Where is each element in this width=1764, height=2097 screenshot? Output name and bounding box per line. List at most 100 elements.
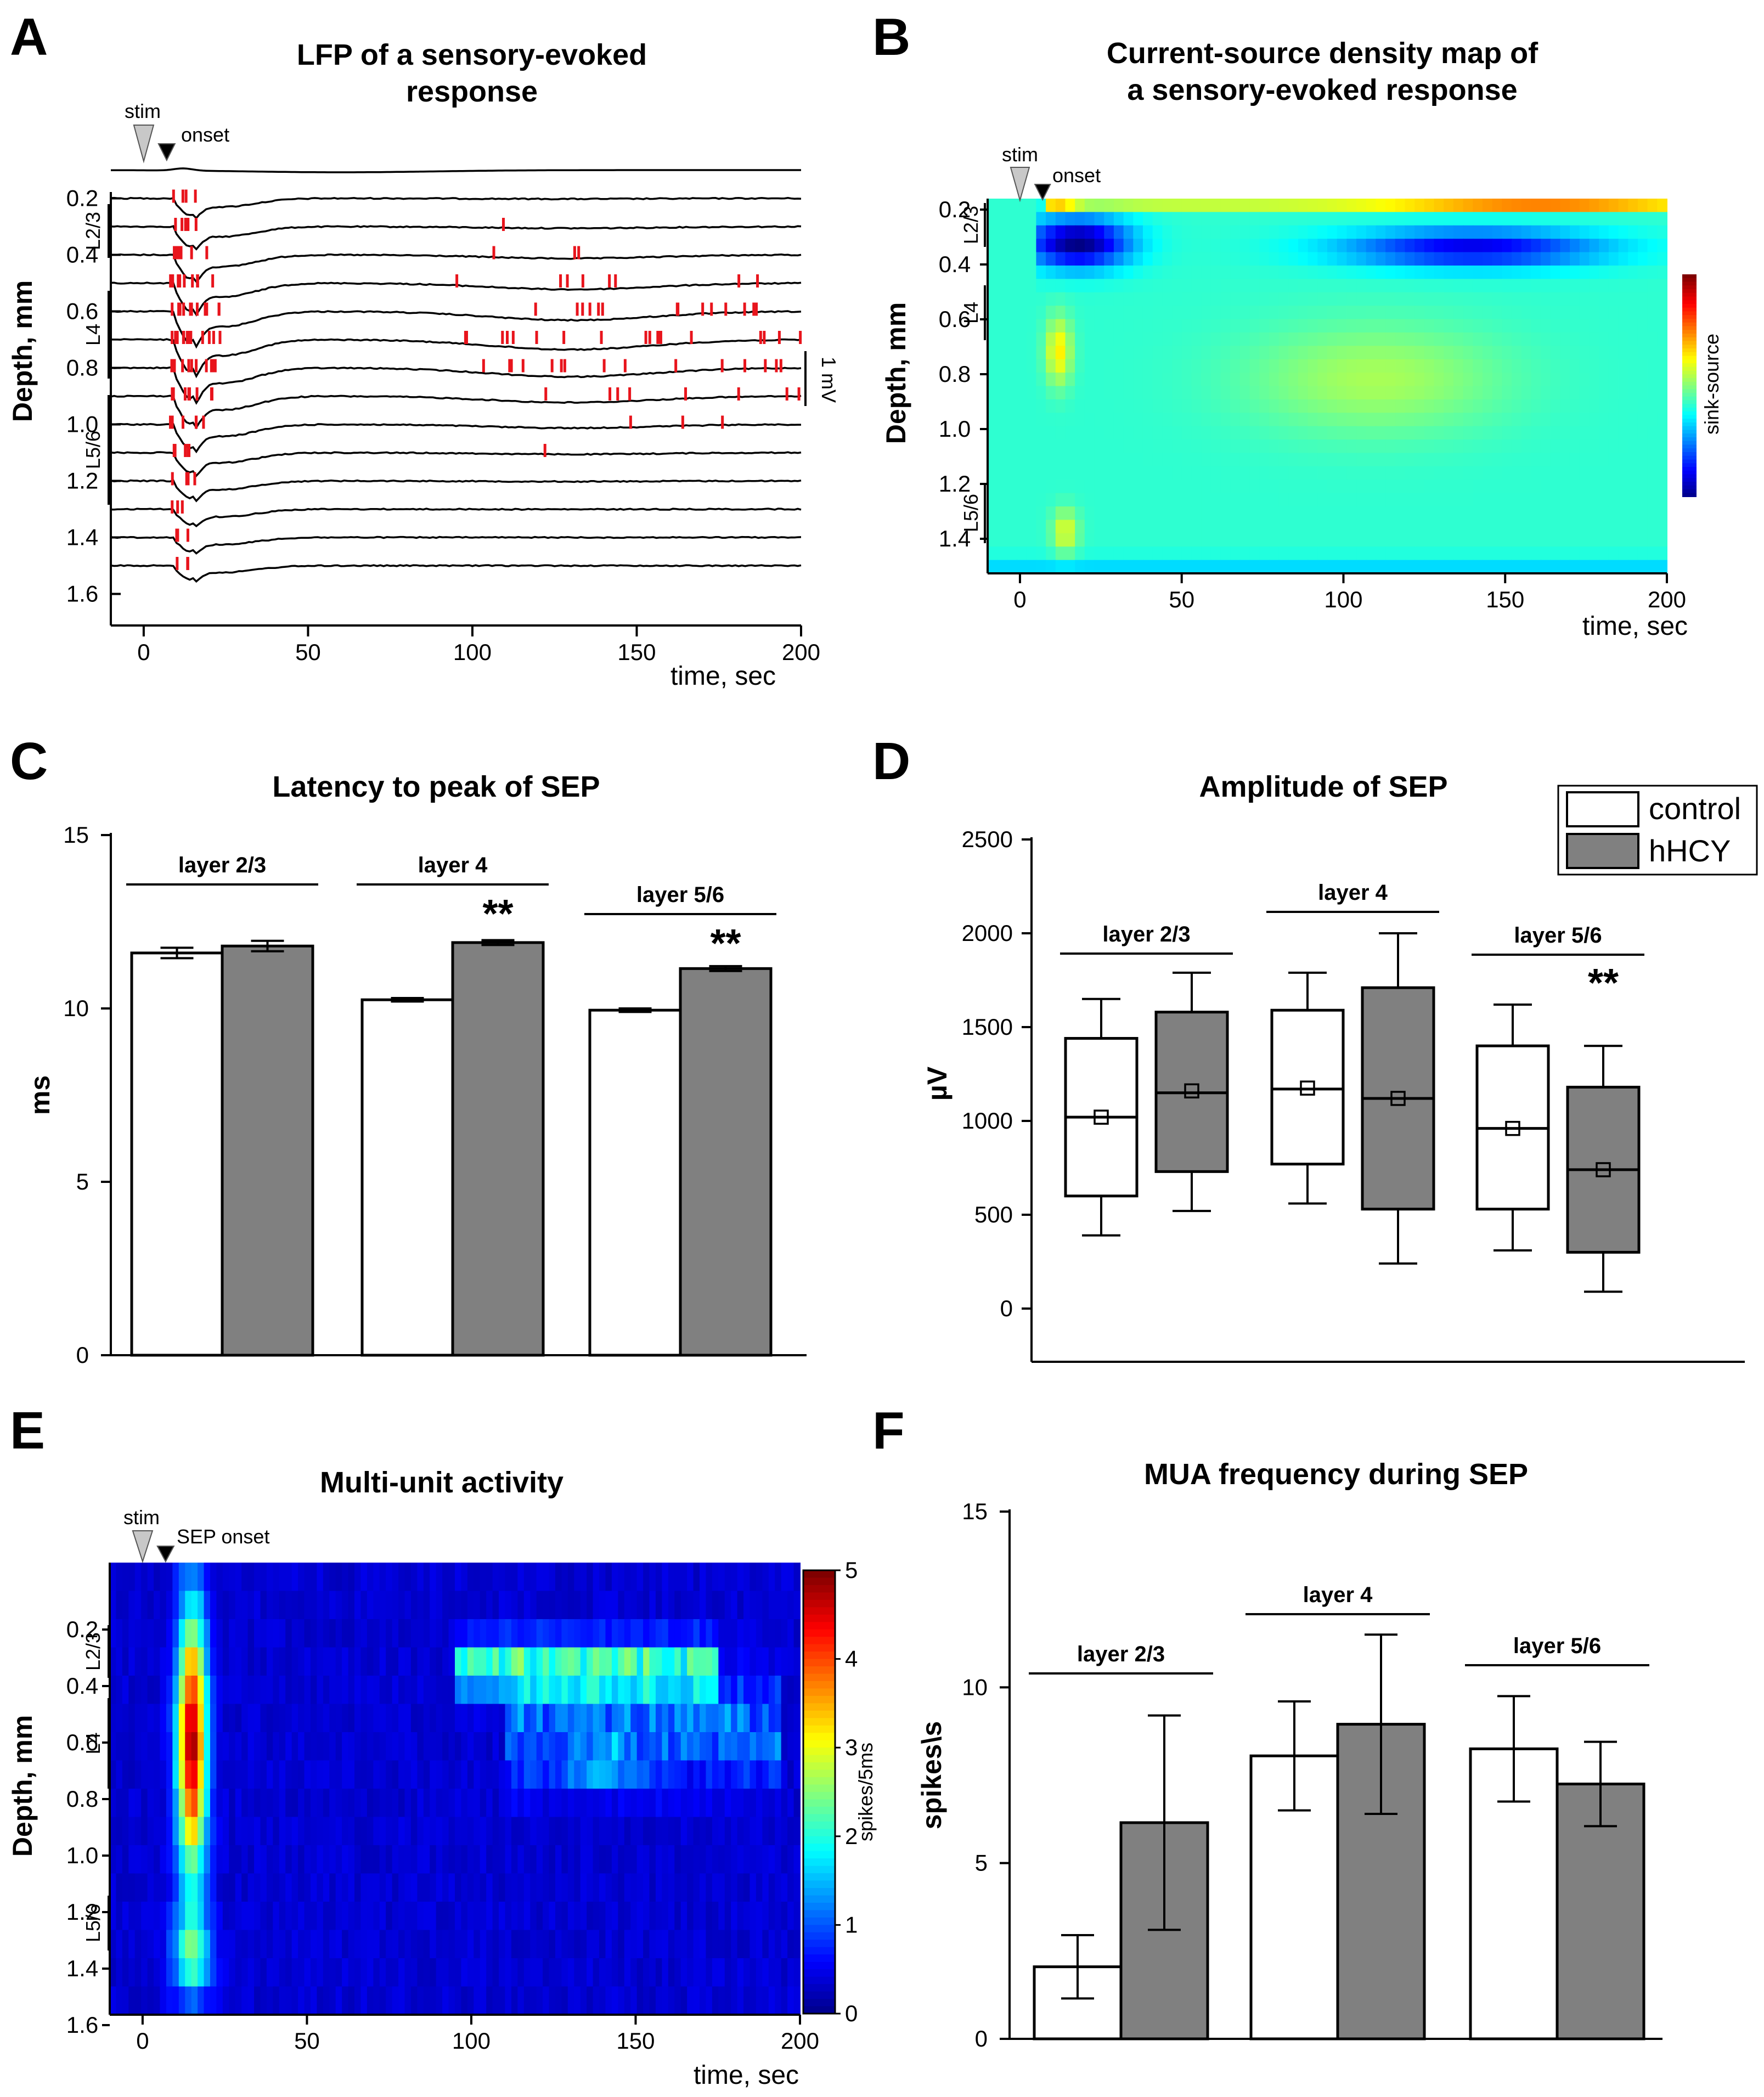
panel-e-heat-cell xyxy=(700,1647,707,1676)
panel-e-heat-cell xyxy=(680,1704,688,1733)
panel-e-heat-cell xyxy=(229,1704,236,1733)
panel-d-mean-marker xyxy=(1300,1080,1315,1096)
panel-e-heat-cell xyxy=(379,1817,387,1846)
panel-b-heat-cell xyxy=(1618,279,1629,293)
panel-b-heat-cell xyxy=(1230,466,1241,481)
panel-b-heat-cell xyxy=(1414,560,1425,574)
panel-b-heat-cell xyxy=(1259,265,1270,280)
panel-b-heat-cell xyxy=(1337,332,1348,347)
panel-e-heat-cell xyxy=(636,1647,644,1676)
panel-b-heat-cell xyxy=(1317,453,1328,467)
panel-e-heat-cell xyxy=(737,1732,745,1761)
panel-b-colorbar-step xyxy=(1682,322,1697,327)
panel-b-heat-cell xyxy=(1512,480,1522,494)
panel-b-heat-cell xyxy=(1084,493,1095,508)
panel-c-y-tick-label: 10 xyxy=(63,995,89,1021)
panel-b-heat-cell xyxy=(1502,346,1513,360)
panel-b-heat-cell xyxy=(997,359,1008,374)
panel-b-heat-cell xyxy=(1288,292,1299,307)
panel-e-heat-cell xyxy=(549,1789,556,1818)
panel-e-heat-cell xyxy=(122,1873,129,1902)
panel-e-heat-cell xyxy=(273,1845,280,1874)
panel-a-y-tick-label: 1.2 xyxy=(66,468,98,494)
panel-b-heat-cell xyxy=(1259,480,1270,494)
panel-b-heat-cell xyxy=(1618,439,1629,454)
panel-b-heat-cell xyxy=(1366,520,1377,534)
panel-e-layer-label: L4 xyxy=(82,1732,104,1754)
panel-e-heat-cell xyxy=(448,1563,455,1592)
panel-e-heat-cell xyxy=(787,1817,794,1846)
panel-e-heat-cell xyxy=(636,1591,644,1620)
panel-e-heat-cell xyxy=(222,1902,230,1931)
panel-b-heat-cell xyxy=(1123,453,1134,467)
panel-e-heat-cell xyxy=(743,1817,751,1846)
panel-b-heat-cell xyxy=(1201,413,1211,427)
panel-e-heat-cell xyxy=(116,1845,123,1874)
panel-e-heat-cell xyxy=(567,1986,575,2015)
panel-b-heat-cell xyxy=(1298,332,1309,347)
panel-b-heat-cell xyxy=(1191,439,1202,454)
panel-e-heat-cell xyxy=(668,1958,675,1987)
panel-b-heat-cell xyxy=(1017,413,1027,427)
panel-e-heat-cell xyxy=(392,1732,399,1761)
panel-e-heat-cell xyxy=(724,1619,732,1648)
panel-e-heat-cell xyxy=(649,1930,656,1959)
panel-e-colorbar-step xyxy=(803,1836,835,1845)
panel-b-heat-cell xyxy=(1541,399,1551,414)
panel-a-spike-tick xyxy=(176,500,179,514)
panel-e-heat-cell xyxy=(680,1902,688,1931)
panel-b-heat-cell xyxy=(1628,426,1638,441)
panel-b-heat-cell xyxy=(1036,306,1047,320)
panel-b-heat-cell xyxy=(1482,386,1493,400)
panel-e-heat-cell xyxy=(523,1647,531,1676)
panel-e-heat-cell xyxy=(247,1704,255,1733)
panel-b-heat-cell xyxy=(1123,373,1134,387)
panel-e-heat-cell xyxy=(354,1845,362,1874)
panel-e-heat-cell xyxy=(775,1986,782,2015)
panel-b-heat-cell xyxy=(1123,493,1134,508)
panel-e-heat-cell xyxy=(222,1619,230,1648)
panel-e-heat-cell xyxy=(298,1986,305,2015)
panel-b-heat-cell xyxy=(1172,225,1182,240)
panel-b-heat-cell xyxy=(1046,212,1056,226)
panel-b-heat-cell xyxy=(1599,520,1609,534)
panel-b-heat-cell xyxy=(1628,265,1638,280)
panel-e-heat-cell xyxy=(511,1591,519,1620)
panel-b-heat-cell xyxy=(1637,480,1648,494)
panel-b-heat-cell xyxy=(1492,533,1503,548)
panel-e-heat-cell xyxy=(492,1930,500,1959)
panel-b-heat-cell xyxy=(1512,506,1522,521)
panel-b-heat-cell xyxy=(1560,265,1571,280)
panel-e-heat-cell xyxy=(398,1817,405,1846)
panel-e-heat-cell xyxy=(291,1845,299,1874)
panel-b-heat-cell xyxy=(1521,265,1532,280)
panel-e-heat-cell xyxy=(304,1619,311,1648)
panel-b-heat-cell xyxy=(1637,225,1648,240)
panel-b-heat-cell xyxy=(1531,560,1542,574)
panel-b-heat-cell xyxy=(1376,560,1387,574)
panel-e-heat-cell xyxy=(423,1704,431,1733)
panel-e-heat-cell xyxy=(160,1930,167,1959)
panel-b-heat-cell xyxy=(997,520,1008,534)
panel-b-heat-cell xyxy=(1220,520,1231,534)
panel-e-heat-cell xyxy=(147,1986,155,2015)
panel-b-heat-cell xyxy=(1579,319,1590,333)
panel-b-heat-cell xyxy=(1599,426,1609,441)
panel-b-heat-cell xyxy=(1405,279,1416,293)
panel-b-heat-cell xyxy=(1133,346,1143,360)
panel-b-heat-cell xyxy=(1036,373,1047,387)
panel-b-heat-cell xyxy=(1628,225,1638,240)
panel-e-heat-cell xyxy=(298,1845,305,1874)
panel-e-heat-cell xyxy=(229,1986,236,2015)
panel-a-spike-tick xyxy=(182,302,185,316)
panel-e-heat-cell xyxy=(743,1732,751,1761)
panel-e-heat-cell xyxy=(618,1789,625,1818)
panel-e-heat-cell xyxy=(178,1563,186,1592)
panel-b-heat-cell xyxy=(1191,466,1202,481)
panel-e-heat-cell xyxy=(367,1873,374,1902)
panel-e-heat-cell xyxy=(398,1732,405,1761)
panel-b-heat-cell xyxy=(1560,466,1571,481)
panel-e-heat-cell xyxy=(649,1704,656,1733)
panel-e-colorbar-step xyxy=(803,1710,835,1719)
panel-e-heat-cell xyxy=(543,1789,550,1818)
